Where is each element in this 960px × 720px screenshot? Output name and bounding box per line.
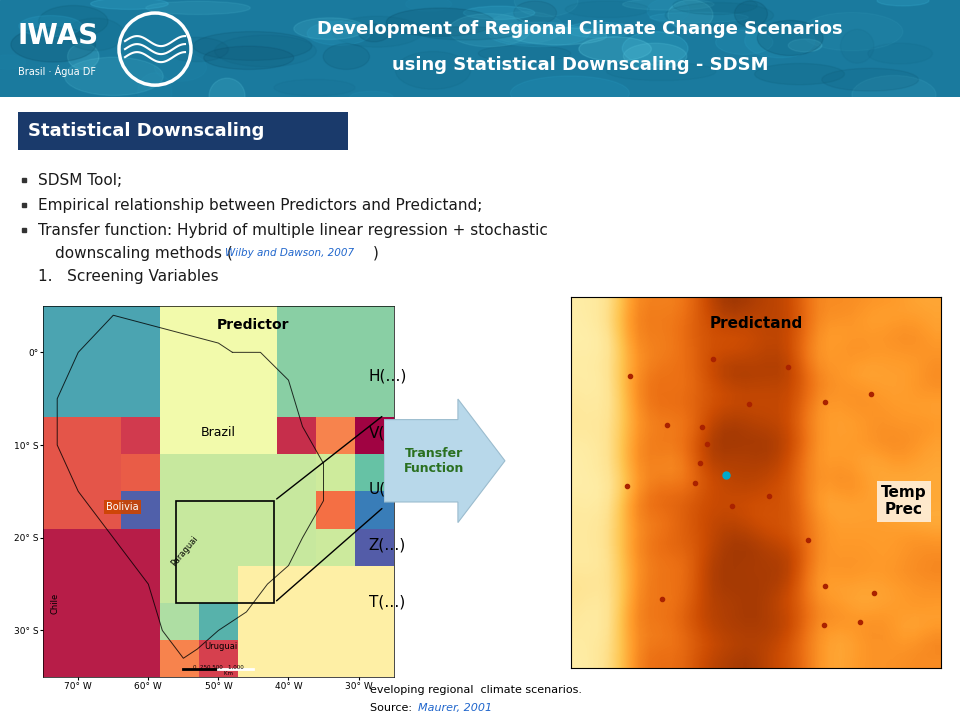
Ellipse shape (868, 43, 932, 64)
Ellipse shape (204, 46, 294, 69)
Ellipse shape (146, 1, 251, 14)
Text: 0  250 500   1,000
            Km: 0 250 500 1,000 Km (193, 665, 244, 676)
Ellipse shape (852, 76, 936, 114)
Ellipse shape (665, 3, 774, 28)
Text: Brazil: Brazil (201, 426, 236, 438)
Ellipse shape (405, 0, 452, 12)
Ellipse shape (90, 0, 168, 9)
Ellipse shape (668, 0, 713, 30)
Ellipse shape (757, 20, 823, 55)
Text: Z(…): Z(…) (369, 538, 406, 553)
Text: T(…): T(…) (369, 594, 405, 609)
Ellipse shape (513, 27, 607, 45)
Ellipse shape (877, 0, 929, 6)
Text: using Statistical Downscaling - SDSM: using Statistical Downscaling - SDSM (392, 56, 768, 74)
Ellipse shape (396, 51, 470, 89)
Text: Temp
Prec: Temp Prec (881, 485, 926, 518)
Ellipse shape (515, 0, 578, 17)
Text: ): ) (373, 246, 379, 261)
Ellipse shape (489, 22, 588, 47)
Ellipse shape (215, 35, 317, 67)
Text: IWAS: IWAS (18, 22, 99, 50)
Text: Paraguai: Paraguai (169, 534, 200, 567)
Ellipse shape (487, 12, 564, 44)
Ellipse shape (165, 37, 228, 62)
Text: Predictand: Predictand (709, 316, 803, 331)
Ellipse shape (349, 91, 393, 102)
Ellipse shape (274, 79, 355, 96)
Text: Development of Regional Climate Change Scenarios: Development of Regional Climate Change S… (317, 20, 843, 38)
Text: Empirical relationship between Predictors and Predictand;: Empirical relationship between Predictor… (38, 198, 482, 212)
Ellipse shape (38, 6, 108, 37)
Ellipse shape (841, 30, 874, 63)
Ellipse shape (514, 1, 557, 24)
Text: Transfer
Function: Transfer Function (404, 447, 465, 474)
Ellipse shape (11, 27, 96, 62)
Text: V(…): V(…) (369, 426, 406, 440)
Ellipse shape (307, 22, 371, 45)
Ellipse shape (788, 39, 822, 52)
Ellipse shape (734, 1, 767, 27)
Ellipse shape (511, 76, 630, 111)
Ellipse shape (607, 63, 716, 81)
Ellipse shape (324, 44, 370, 69)
Text: 1.   Screening Variables: 1. Screening Variables (38, 269, 219, 284)
Text: Maurer, 2001: Maurer, 2001 (418, 703, 492, 713)
Text: Statistical Downscaling: Statistical Downscaling (28, 122, 264, 140)
Ellipse shape (448, 14, 530, 47)
Ellipse shape (155, 53, 206, 81)
Text: downscaling methods (: downscaling methods ( (55, 246, 232, 261)
Text: Brasil · Água DF: Brasil · Água DF (18, 65, 96, 77)
Ellipse shape (564, 22, 634, 37)
Ellipse shape (647, 0, 689, 22)
Ellipse shape (464, 6, 535, 19)
Ellipse shape (715, 30, 773, 55)
Ellipse shape (565, 1, 649, 18)
Text: SDSM Tool;: SDSM Tool; (38, 173, 122, 188)
Ellipse shape (209, 78, 245, 114)
Ellipse shape (673, 0, 757, 14)
Text: Wilby and Dawson, 2007: Wilby and Dawson, 2007 (225, 248, 354, 258)
Text: U(…): U(…) (369, 482, 407, 497)
Ellipse shape (359, 24, 390, 42)
Ellipse shape (745, 24, 815, 58)
Bar (18, 112, 348, 150)
Ellipse shape (294, 18, 366, 40)
Ellipse shape (0, 55, 26, 69)
FancyArrow shape (384, 399, 505, 523)
Ellipse shape (67, 43, 99, 69)
Ellipse shape (64, 57, 163, 96)
Text: Predictor: Predictor (217, 318, 290, 332)
Ellipse shape (755, 63, 845, 85)
Text: Chile: Chile (50, 593, 60, 614)
Text: Bolivia: Bolivia (107, 502, 139, 512)
Bar (177, 500, 275, 603)
Ellipse shape (579, 37, 652, 61)
Ellipse shape (801, 12, 902, 50)
Ellipse shape (193, 32, 312, 60)
Ellipse shape (822, 68, 919, 91)
Ellipse shape (66, 18, 125, 50)
Ellipse shape (623, 0, 714, 10)
Text: Transfer function: Hybrid of multiple linear regression + stochastic: Transfer function: Hybrid of multiple li… (38, 222, 548, 238)
Text: Source:: Source: (370, 703, 416, 713)
Ellipse shape (386, 8, 494, 37)
Ellipse shape (623, 43, 686, 69)
Ellipse shape (419, 27, 516, 40)
Ellipse shape (137, 73, 172, 112)
Text: H(…): H(…) (369, 369, 407, 384)
Ellipse shape (332, 17, 422, 47)
Text: Uruguai: Uruguai (204, 642, 238, 651)
Ellipse shape (19, 16, 83, 37)
Ellipse shape (650, 12, 748, 22)
Text: eveloping regional  climate scenarios.: eveloping regional climate scenarios. (370, 685, 582, 695)
Ellipse shape (478, 45, 570, 62)
Ellipse shape (622, 32, 688, 66)
